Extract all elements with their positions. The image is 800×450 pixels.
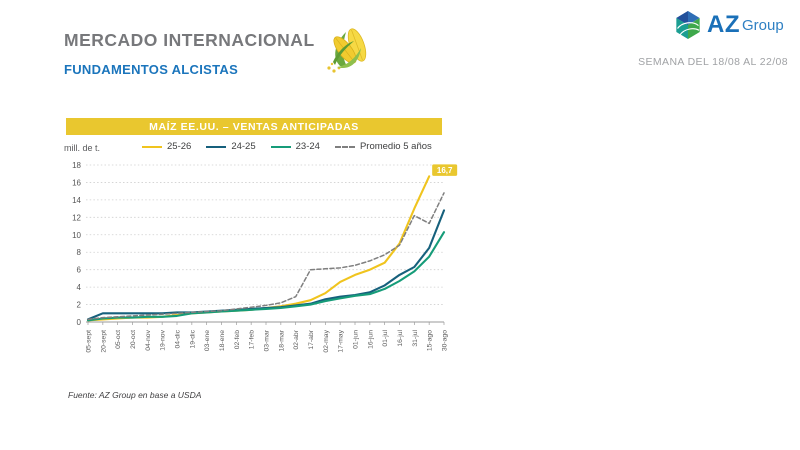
page-subtitle: FUNDAMENTOS ALCISTAS <box>64 62 239 77</box>
x-tick-label: 03-ene <box>204 330 211 351</box>
y-tick-label: 6 <box>77 266 82 275</box>
az-group-logo-icon <box>676 11 700 39</box>
x-tick-label: 01-jun <box>353 330 360 349</box>
x-tick-label: 20-oct <box>130 330 137 349</box>
x-tick-label: 16-jul <box>397 330 404 347</box>
x-tick-label: 02-abr <box>293 329 300 349</box>
x-tick-label: 31-jul <box>412 330 419 347</box>
x-tick-label: 30-ago <box>442 330 449 351</box>
data-label-box <box>432 164 458 176</box>
x-tick-label: 15-ago <box>427 330 434 351</box>
x-tick-label: 05-oct <box>115 330 122 349</box>
y-tick-label: 14 <box>72 196 81 205</box>
week-label: SEMANA DEL 18/08 AL 22/08 <box>638 56 788 68</box>
corn-icon <box>327 28 367 73</box>
x-tick-label: 19-nov <box>160 329 167 350</box>
x-tick-label: 19-dic <box>189 329 196 348</box>
legend-swatch-icon <box>206 145 227 148</box>
logo-text-group: Group <box>742 16 784 34</box>
source-note: Fuente: AZ Group en base a USDA <box>68 390 202 400</box>
sales-line-chart: 0 2 4 6 8 10 12 14 16 18 05-sept 20-sept 05-oct 20-oc… <box>56 158 460 370</box>
x-tick-label: 02-may <box>323 329 330 352</box>
series-line-24-25 <box>86 209 446 321</box>
chart-legend: 25-26 24-25 23-24 Promedio 5 años <box>142 141 432 152</box>
y-tick-label: 8 <box>77 248 82 257</box>
x-tick-label: 04-nov <box>145 329 152 350</box>
data-label-value: 16,7 <box>437 166 453 175</box>
series-line-23-24 <box>86 231 446 322</box>
page-title: MERCADO INTERNACIONAL <box>64 30 315 50</box>
az-group-logo: AZ Group <box>674 6 784 44</box>
legend-item-25-26: 25-26 <box>142 141 191 152</box>
y-tick-label: 2 <box>77 301 82 310</box>
y-axis-unit-label: mill. de t. <box>64 143 101 153</box>
x-tick-label: 16-jun <box>367 330 374 349</box>
y-tick-label: 4 <box>77 283 82 292</box>
x-tick-label: 03-mar <box>264 329 271 351</box>
y-tick-label: 10 <box>72 231 81 240</box>
x-tick-label: 05-sept <box>86 330 93 353</box>
legend-swatch-icon <box>334 145 355 148</box>
x-tick-label: 17-may <box>338 329 345 352</box>
y-tick-label: 16 <box>72 178 81 187</box>
x-tick-label: 18-ene <box>219 330 226 351</box>
y-tick-label: 0 <box>77 318 82 327</box>
x-tick-label: 02-feb <box>234 330 241 349</box>
chart-title-banner: MAÍZ EE.UU. – VENTAS ANTICIPADAS <box>66 118 442 135</box>
legend-label: 25-26 <box>167 141 192 152</box>
x-tick-label: 20-sept <box>100 330 107 353</box>
x-tick-label: 18-mar <box>278 329 285 351</box>
y-tick-label: 18 <box>72 161 81 170</box>
legend-label: 24-25 <box>231 141 256 152</box>
legend-swatch-icon <box>270 145 291 148</box>
y-tick-label: 12 <box>72 213 81 222</box>
series-line-25-26 <box>86 175 431 322</box>
legend-item-promedio-5-años: Promedio 5 años <box>334 141 432 152</box>
legend-item-23-24: 23-24 <box>270 141 320 152</box>
legend-label: 23-24 <box>295 141 320 152</box>
legend-label: Promedio 5 años <box>359 141 432 152</box>
legend-item-24-25: 24-25 <box>206 141 256 152</box>
series-line-promedio-5-años <box>87 192 445 321</box>
x-tick-label: 17-abr <box>308 329 315 349</box>
logo-text-az: AZ <box>707 11 740 38</box>
x-tick-label: 04-dic <box>175 329 182 348</box>
x-tick-label: 17-feb <box>249 330 256 349</box>
x-tick-label: 01-jul <box>382 330 389 347</box>
legend-swatch-icon <box>142 145 162 148</box>
